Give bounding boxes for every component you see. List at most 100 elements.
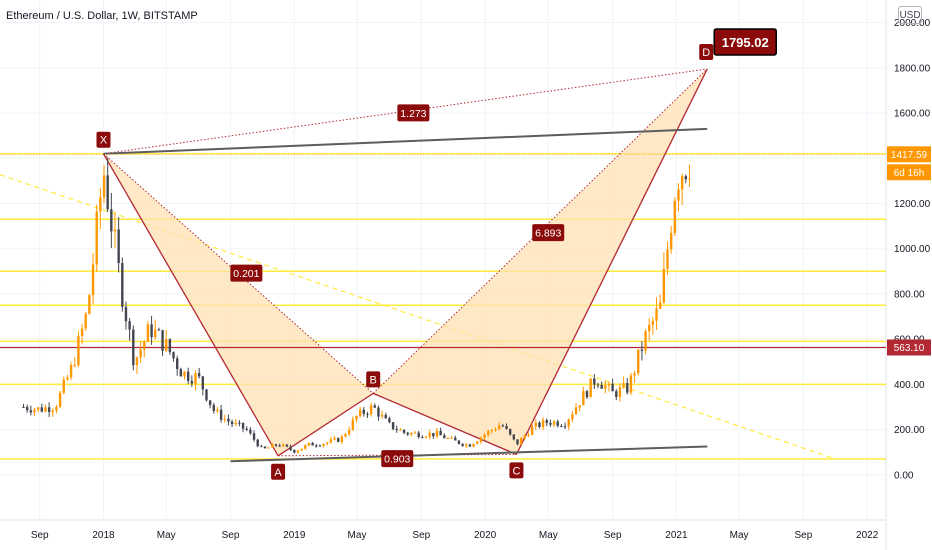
candle-body [611,383,614,392]
candle-body [304,445,307,449]
candle [124,301,128,330]
last-price-tag: 1417.59 [887,146,931,163]
candle [307,442,311,447]
candle [582,386,585,406]
pattern-point-label: C [512,465,520,477]
candle-body [380,414,384,417]
target-price-label: 1795.02 [722,35,769,50]
candle [391,422,395,431]
candle-body [183,371,186,377]
candle [358,406,362,418]
candle-body [571,414,574,420]
pattern-point-label-bg [96,131,111,148]
candle [238,420,241,427]
resistance-price-tag-bg [887,339,931,356]
candle-body [168,339,172,353]
currency-button[interactable]: USD [898,6,922,24]
candle [172,351,175,362]
candle [326,441,329,446]
x-tick-label: Sep [222,530,240,541]
candle [121,257,124,312]
candle [410,432,413,437]
candle [640,341,644,361]
candle [538,421,541,429]
candle-body [519,438,523,445]
candle-body [22,406,25,408]
candle [476,440,479,445]
candle [373,403,376,409]
candle-body [600,384,603,389]
candle [289,444,292,451]
candle [234,418,237,427]
candle-body [267,447,270,449]
x-tick-label: 2018 [92,530,115,541]
candle-body [490,430,494,432]
candle [241,422,245,433]
x-tick-label: May [157,530,176,541]
candle [80,323,84,345]
candle-body [33,409,36,413]
candle [208,400,212,409]
candle-body [340,436,344,442]
candle-body [99,197,102,212]
candle-body [406,432,409,435]
candle-body [461,443,464,446]
candle-body [296,450,300,453]
candle [629,372,633,396]
candle-body [472,443,475,447]
candle-body [538,422,541,428]
candle-body [417,432,420,438]
candle-body [55,406,58,411]
countdown-tag-bg [887,164,931,181]
candle [578,405,581,412]
candle-body [680,176,684,190]
ratio-label: 6.893 [532,224,565,242]
y-tick-label: 0.00 [894,470,914,481]
candle [490,429,494,434]
candle-body [161,330,164,351]
candle [421,435,424,439]
candle [658,294,662,310]
trend-line [103,127,708,155]
candle-body [29,410,33,413]
candle-body [274,444,278,446]
candle [351,416,355,431]
candle [611,378,614,392]
countdown-tag-text: 6d 16h [894,168,925,179]
candle [117,216,120,273]
candle [519,437,523,445]
pattern-point-c: C [509,462,524,479]
candle [604,380,607,394]
candle [73,356,76,368]
x-tick-label: 2022 [856,530,879,541]
candle-body [487,430,490,435]
candle-body [186,371,190,381]
candle [29,405,33,416]
candles [22,157,691,454]
candle-body [662,268,666,303]
candle [465,443,468,448]
candle [329,436,333,444]
candle-body [194,373,197,384]
candle [479,436,483,444]
candle [227,414,230,426]
candle [666,241,669,276]
candle [271,442,274,448]
candle-body [197,373,201,377]
candle-body [384,414,387,419]
x-tick-label: 2019 [283,530,306,541]
candle-body [596,384,600,386]
candle [58,390,62,408]
y-tick-label: 1800.00 [894,63,931,74]
candle-body [366,413,369,415]
candle-body [95,211,98,265]
candle-body [347,429,351,435]
candle-body [560,425,563,427]
y-tick-label: 800.00 [894,289,925,300]
candle-body [618,387,622,397]
ratio-label-text: 6.893 [535,228,561,240]
candle [132,325,135,371]
candle-body [358,409,362,416]
